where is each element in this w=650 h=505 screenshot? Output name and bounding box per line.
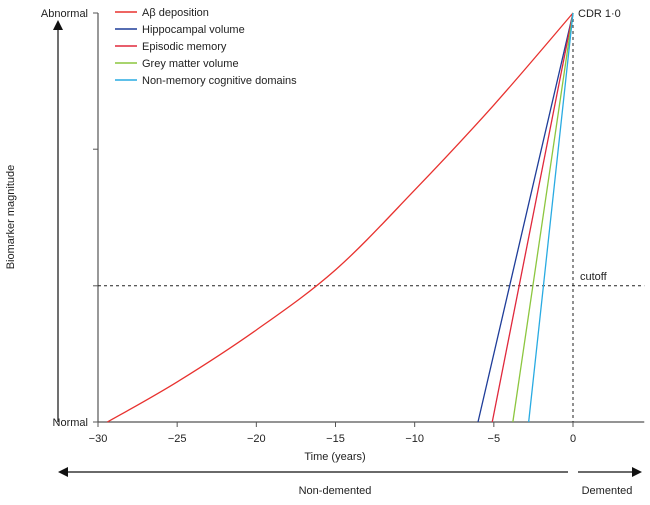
x-tick-label: −30 [89,433,108,445]
legend-label: Aβ deposition [142,7,209,19]
cutoff-label: cutoff [580,271,608,283]
x-tick-label: 0 [570,433,576,445]
series-line-a-deposition [107,12,574,423]
legend-label: Episodic memory [142,41,227,53]
x-axis-label: Time (years) [304,451,365,463]
x-tick-label: −15 [326,433,345,445]
event-label: CDR 1·0 [578,8,621,20]
x-tick-label: −20 [247,433,266,445]
series-lines [107,12,574,423]
legend: Aβ deposition Hippocampal volume Episodic … [115,7,297,87]
x-tick-label: −5 [488,433,501,445]
x-tick-label: −25 [168,433,187,445]
y-tick-label: Abnormal [41,8,88,20]
series-line-grey-matter-volume [512,12,574,423]
legend-label: Non-memory cognitive domains [142,75,297,87]
series-line-non-memory-cognitive-domains [528,12,574,423]
legend-label: Hippocampal volume [142,24,245,36]
non-demented-label: Non-demented [299,485,372,497]
demented-label: Demented [582,485,633,497]
legend-label: Grey matter volume [142,58,239,70]
x-tick-label: −10 [405,433,424,445]
y-axis-label: Biomarker magnitude [5,165,17,270]
y-tick-label: Normal [53,417,88,429]
series-line-hippocampal-volume [477,12,574,423]
axes: −30 −25 −20 −15 −10 −5 0 Normal Abnormal [41,8,645,477]
series-line-episodic-memory [491,12,574,423]
